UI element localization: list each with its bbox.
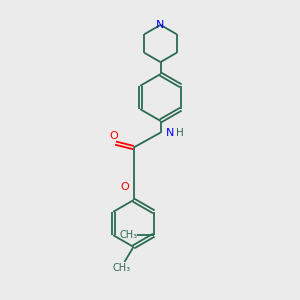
Text: H: H bbox=[176, 128, 184, 138]
Text: CH₃: CH₃ bbox=[120, 230, 138, 240]
Text: N: N bbox=[156, 20, 165, 30]
Text: CH₃: CH₃ bbox=[112, 263, 130, 273]
Text: N: N bbox=[166, 128, 174, 138]
Text: O: O bbox=[109, 130, 118, 141]
Text: O: O bbox=[121, 182, 130, 192]
